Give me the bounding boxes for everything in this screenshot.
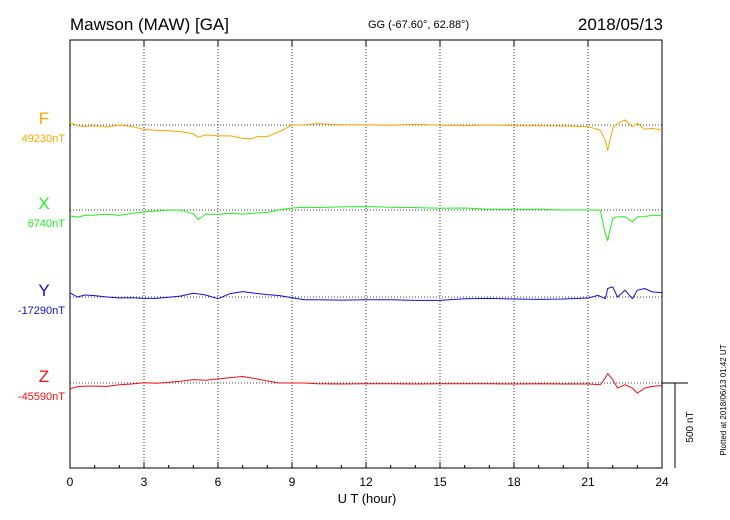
baseline-label-y: -17290nT bbox=[18, 305, 65, 317]
baseline-label-z: -45590nT bbox=[18, 391, 65, 403]
x-tick-label: 9 bbox=[289, 475, 296, 489]
x-tick-label: 21 bbox=[581, 475, 595, 489]
x-tick-label: 0 bbox=[67, 475, 74, 489]
plotted-at-note: Plotted at 2018/06/13 01:42 UT bbox=[719, 344, 728, 455]
series-line-x bbox=[69, 206, 663, 242]
grid-lines bbox=[143, 40, 589, 468]
baseline-label-f: 49230nT bbox=[22, 133, 66, 145]
series-name-f: F bbox=[39, 109, 49, 128]
series-line-y bbox=[69, 286, 663, 301]
series-name-z: Z bbox=[39, 367, 49, 386]
x-axis-ticks: 0 3 6 9 12 15 18 21 24 bbox=[67, 40, 669, 489]
series-name-x: X bbox=[38, 194, 49, 213]
x-tick-label: 15 bbox=[433, 475, 447, 489]
x-tick-label: 18 bbox=[507, 475, 521, 489]
baseline-label-x: 6740nT bbox=[28, 218, 66, 230]
scale-bar-label: 500 nT bbox=[685, 411, 696, 442]
x-tick-label: 24 bbox=[655, 475, 669, 489]
series-layer: F 49230nT X 6740nT Y -17290nT Z -45590nT bbox=[18, 109, 663, 403]
x-axis-label: U T (hour) bbox=[338, 491, 397, 506]
x-tick-label: 12 bbox=[359, 475, 373, 489]
station-title: Mawson (MAW) [GA] bbox=[70, 15, 229, 34]
x-tick-label: 3 bbox=[141, 475, 148, 489]
date-label: 2018/05/13 bbox=[578, 15, 663, 34]
series-name-y: Y bbox=[38, 281, 49, 300]
scale-bar: 500 nT bbox=[662, 382, 696, 468]
series-line-z bbox=[69, 373, 663, 394]
coordinates-label: GG (-67.60°, 62.88°) bbox=[368, 19, 469, 31]
series-line-f bbox=[69, 119, 663, 151]
x-tick-label: 6 bbox=[215, 475, 222, 489]
